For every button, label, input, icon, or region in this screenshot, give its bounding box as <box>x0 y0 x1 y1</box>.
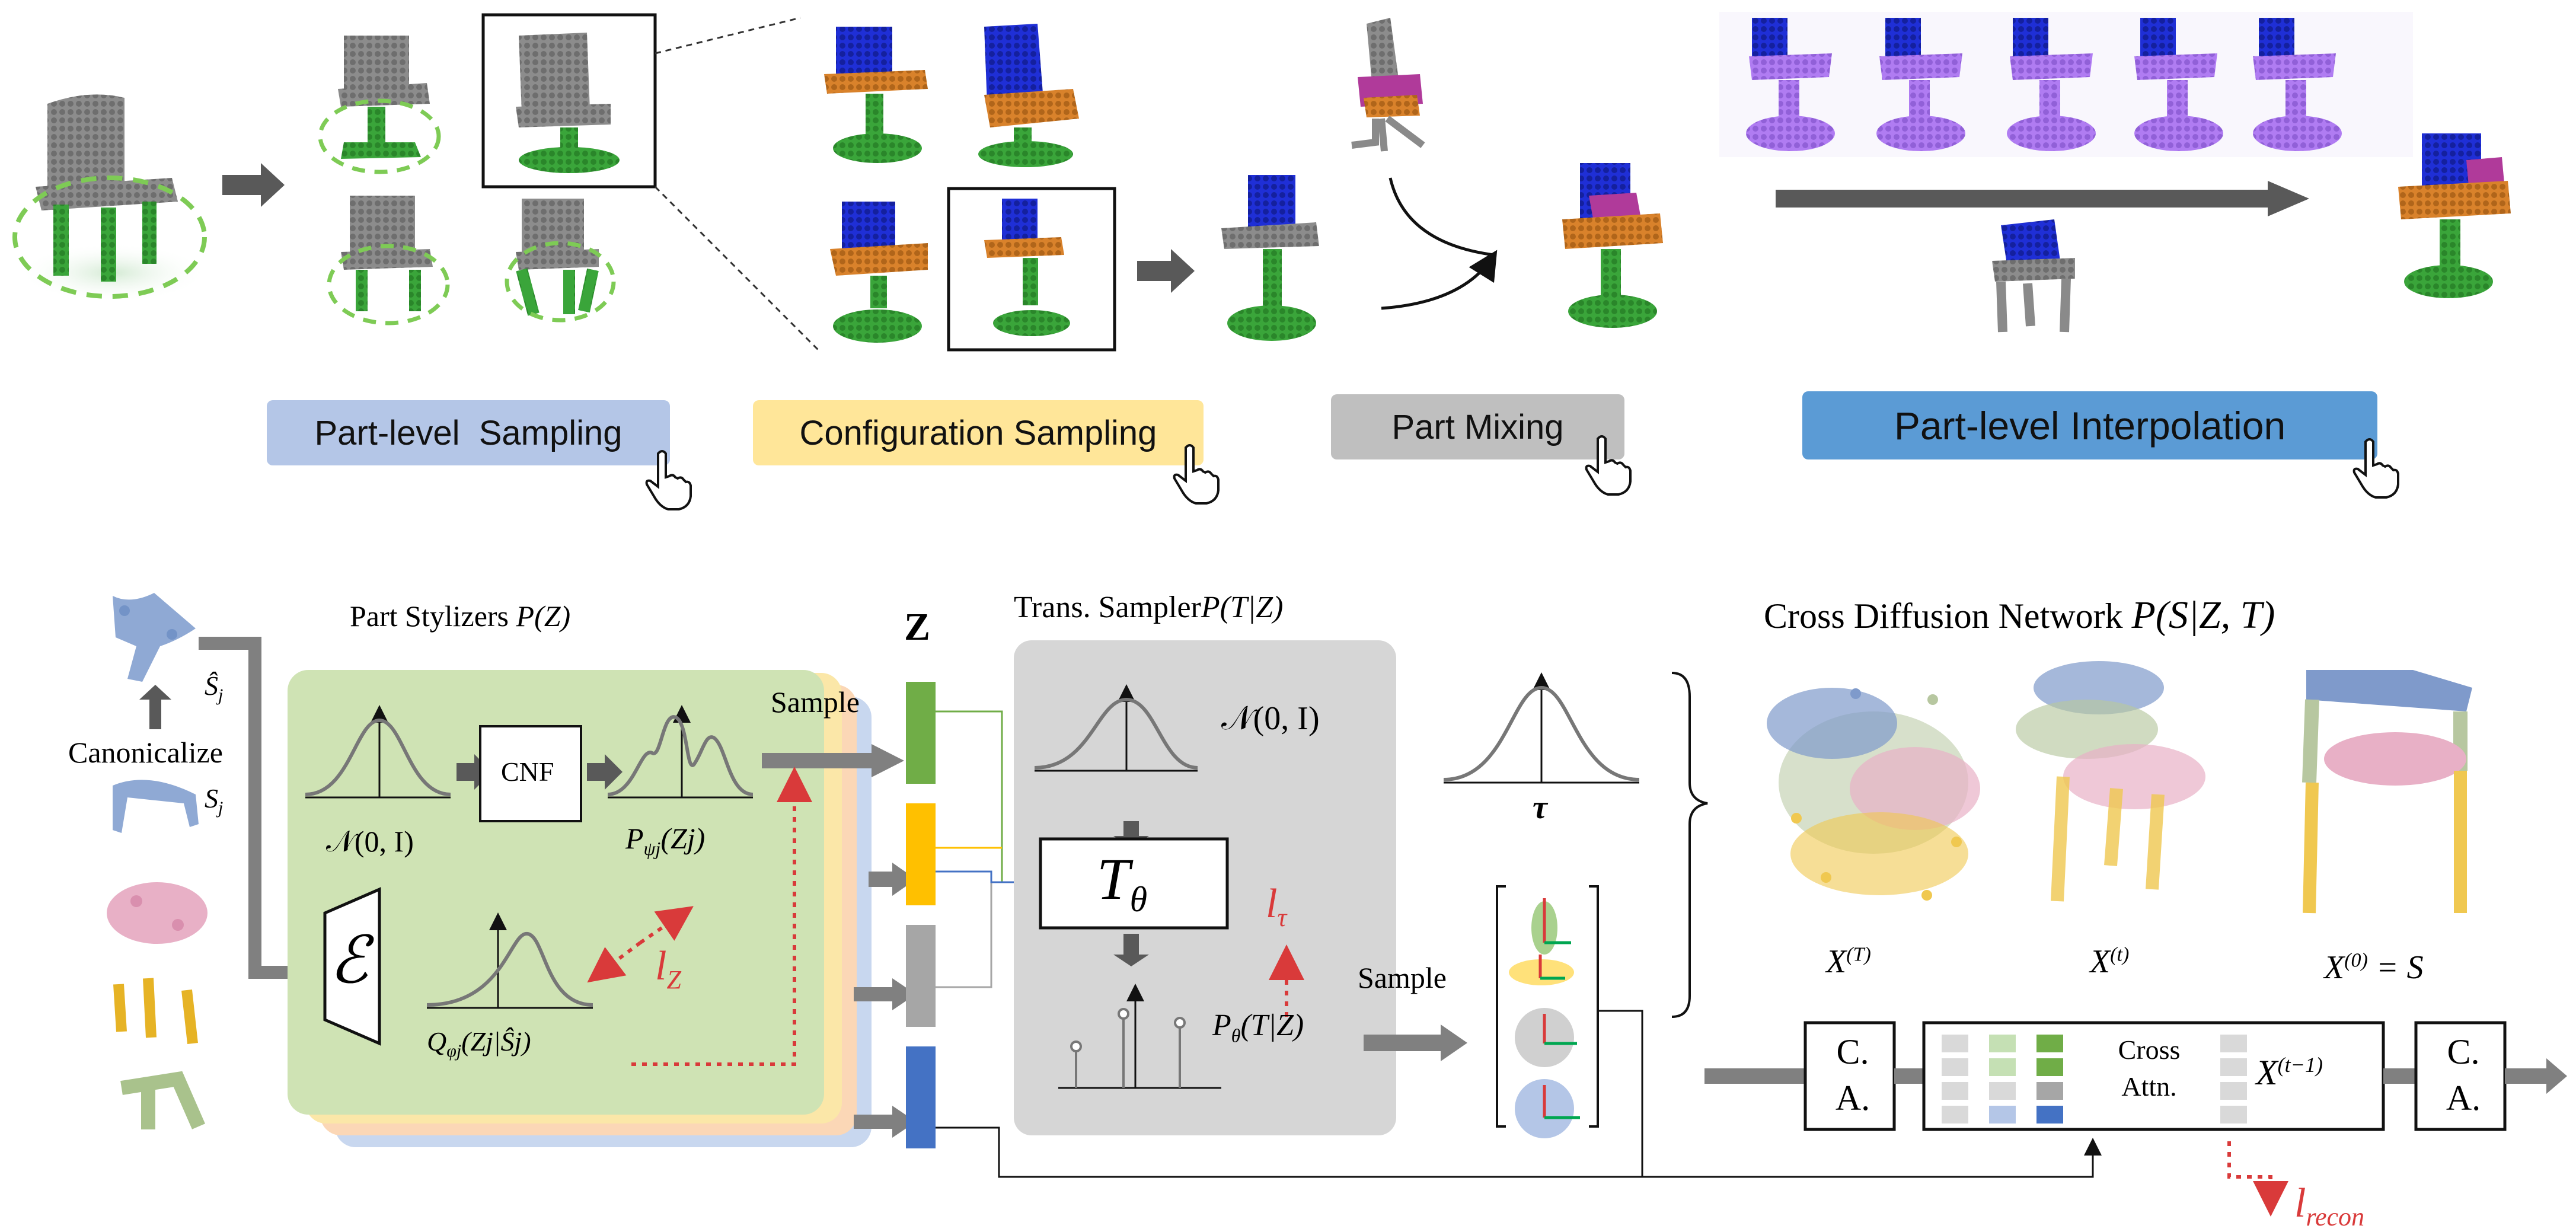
s-label: Sj <box>205 783 224 818</box>
part-stylizers-title: Part Stylizers P(Z) <box>350 599 571 633</box>
chair-sample-1 <box>318 36 441 174</box>
part-level-sampling-button[interactable]: Part-level Sampling <box>267 400 670 465</box>
cross-diffusion-title: Cross Diffusion Network P(S|Z, T) <box>1764 593 2275 637</box>
interp-chair-2 <box>1876 18 1965 151</box>
part-cloud-yellow <box>113 978 198 1044</box>
interp-arrow-head <box>2268 181 2309 216</box>
mix-chair-a <box>1221 175 1319 341</box>
tau-gaussian-plot <box>1443 672 1640 784</box>
part-cloud-s <box>113 780 199 833</box>
part-level-sampling-label: Part-level Sampling <box>314 413 623 452</box>
diffusion-cloud-xT <box>1767 688 1980 901</box>
attn-token-grid <box>1942 1035 2247 1124</box>
configuration-sampling-label: Configuration Sampling <box>799 413 1157 452</box>
config-sample-4-highlighted <box>947 187 1116 352</box>
multimodal-plot <box>607 705 754 799</box>
encoder-label: ℰ <box>329 924 369 997</box>
x-t-label: X(t) <box>2090 943 2130 980</box>
cnf-box <box>479 725 582 822</box>
t-theta-box <box>1039 837 1229 930</box>
configuration-sampling-button[interactable]: Configuration Sampling <box>753 400 1204 465</box>
trans-sampler-title: Trans. SamplerP(T|Z) <box>1014 591 1284 624</box>
normal-label-2: 𝒩(0, I) <box>1221 700 1320 737</box>
x-T-label: X(T) <box>1826 943 1871 980</box>
posterior-plot <box>426 912 593 1009</box>
tau-label: τ <box>1533 789 1547 826</box>
x-tm1-label: X(t−1) <box>2256 1053 2323 1092</box>
p-psi-label: Pψj(Zj) <box>625 822 706 859</box>
s-hat-label: Ŝj <box>205 671 224 706</box>
cnf-label: CNF <box>501 757 554 787</box>
z-bar-blue <box>906 1046 936 1148</box>
x-0-label: X(0) = S <box>2324 949 2424 986</box>
chair-original <box>12 94 208 302</box>
z-label: Z <box>904 605 931 649</box>
hand-cursor-icon <box>2352 438 2399 499</box>
diffusion-cloud-x0 <box>2302 670 2472 914</box>
z-bar-green <box>906 682 936 784</box>
part-cloud-pink <box>107 882 208 944</box>
gaussian-prior-plot <box>305 705 451 799</box>
chair-sample-3 <box>327 196 450 325</box>
interp-chair-4 <box>2134 18 2223 151</box>
chair-sample-2-highlighted <box>481 13 657 189</box>
part-mixing-button[interactable]: Part Mixing <box>1331 394 1624 459</box>
interp-source-chair <box>1992 219 2075 333</box>
z-bar-yellow <box>906 803 936 905</box>
arrow-1 <box>222 163 285 207</box>
chair-sample-4 <box>505 199 616 323</box>
transform-samples-bracket <box>1496 885 1599 1138</box>
interp-result-chair <box>2398 133 2511 298</box>
cross-attn-label: Cross Attn. <box>2118 1035 2181 1102</box>
part-mixing-label: Part Mixing <box>1391 407 1564 446</box>
mix-chair-result <box>1562 163 1663 328</box>
l-recon-label: lrecon <box>2294 1180 2365 1231</box>
interp-chair-5 <box>2253 18 2342 151</box>
l-z-label: lZ <box>655 943 681 994</box>
hand-cursor-icon <box>645 450 692 510</box>
sample-label-1: Sample <box>771 685 860 719</box>
ca-label-1: C. A. <box>1835 1032 1870 1118</box>
canon-arrow-shaft <box>149 697 161 729</box>
ca-label-2: C. A. <box>2446 1032 2481 1118</box>
config-sample-3 <box>830 202 928 343</box>
discrete-distribution-plot <box>1058 984 1221 1089</box>
interp-chair-1 <box>1746 18 1835 151</box>
config-sample-1 <box>824 27 928 163</box>
interp-arrow-shaft <box>1776 190 2268 208</box>
sample-label-2: Sample <box>1358 961 1447 994</box>
interp-chair-3 <box>2007 18 2096 151</box>
z-bar-gray <box>906 925 936 1027</box>
t-theta-label: Tθ <box>1097 846 1148 919</box>
l-tau-label: lτ <box>1266 881 1287 932</box>
diffusion-cloud-xt <box>2016 661 2205 902</box>
hand-cursor-icon <box>1585 435 1632 496</box>
arrow-2 <box>1137 249 1195 293</box>
encoder-box <box>323 887 381 1046</box>
part-level-interpolation-label: Part-level Interpolation <box>1894 403 2286 448</box>
config-sample-2 <box>978 24 1079 167</box>
gaussian-prior-plot-2 <box>1034 684 1198 772</box>
p-theta-label: Pθ(T|Z) <box>1212 1008 1304 1046</box>
ca-box-2 <box>2414 1021 2507 1131</box>
normal-label-1: 𝒩(0, I) <box>326 825 414 858</box>
part-level-interpolation-button[interactable]: Part-level Interpolation <box>1802 391 2377 459</box>
curly-brace <box>1671 672 1708 1018</box>
part-cloud-canonical <box>113 593 196 682</box>
hand-cursor-icon <box>1173 444 1220 505</box>
part-cloud-sage <box>120 1071 205 1129</box>
mix-chair-b <box>1351 18 1425 152</box>
canon-arrow-head <box>139 685 171 700</box>
q-phi-label: Qφj(Zj|Ŝj) <box>427 1026 531 1061</box>
canonicalize-label: Canonicalize <box>68 736 223 769</box>
